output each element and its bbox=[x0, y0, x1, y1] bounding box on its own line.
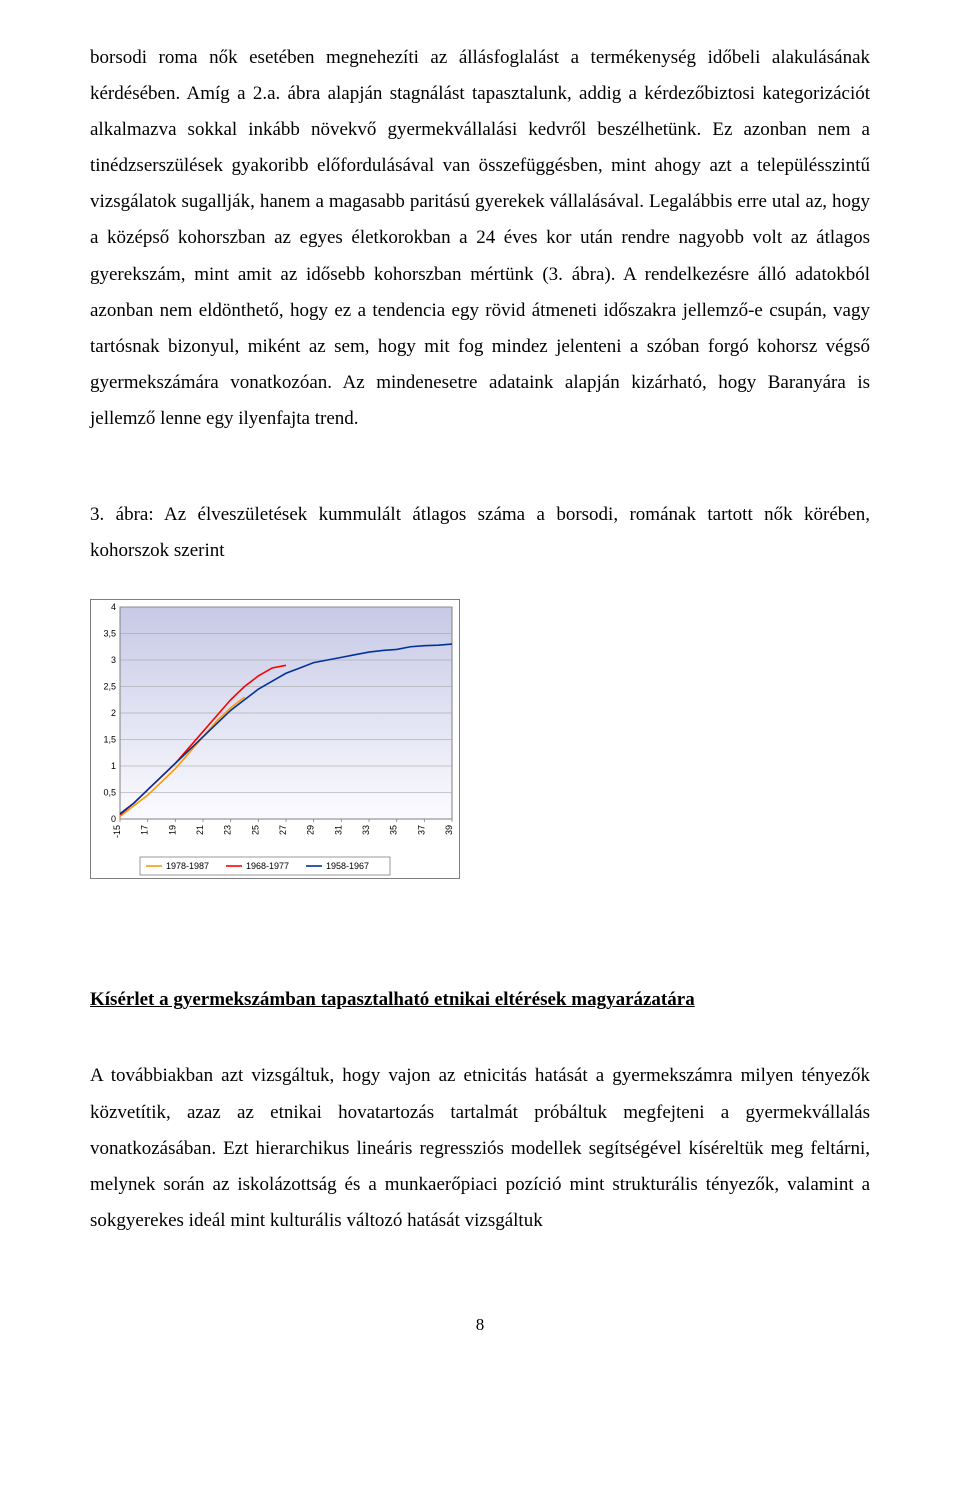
svg-text:35: 35 bbox=[389, 825, 399, 835]
svg-text:39: 39 bbox=[444, 825, 454, 835]
body-paragraph-1: borsodi roma nők esetében megnehezíti az… bbox=[90, 40, 870, 437]
svg-text:19: 19 bbox=[167, 825, 177, 835]
svg-text:33: 33 bbox=[361, 825, 371, 835]
svg-text:27: 27 bbox=[278, 825, 288, 835]
svg-text:1: 1 bbox=[111, 761, 116, 771]
svg-text:31: 31 bbox=[333, 825, 343, 835]
svg-text:2: 2 bbox=[111, 708, 116, 718]
svg-text:-15: -15 bbox=[112, 825, 122, 838]
svg-text:4: 4 bbox=[111, 602, 116, 612]
svg-text:1958-1967: 1958-1967 bbox=[326, 861, 369, 871]
svg-text:1,5: 1,5 bbox=[103, 735, 116, 745]
svg-text:3: 3 bbox=[111, 655, 116, 665]
cumulative-births-chart: 0 0,5 1 1,5 2 2,5 3 3,5 4 -15 17 19 21 23 25 27 29 31 33 35… bbox=[90, 599, 460, 879]
section-heading: Kísérlet a gyermekszámban tapasztalható … bbox=[90, 982, 870, 1018]
svg-text:25: 25 bbox=[250, 825, 260, 835]
svg-text:0,5: 0,5 bbox=[103, 788, 116, 798]
svg-text:21: 21 bbox=[195, 825, 205, 835]
svg-text:1978-1987: 1978-1987 bbox=[166, 861, 209, 871]
svg-text:37: 37 bbox=[416, 825, 426, 835]
svg-text:3,5: 3,5 bbox=[103, 629, 116, 639]
svg-text:1968-1977: 1968-1977 bbox=[246, 861, 289, 871]
svg-text:29: 29 bbox=[306, 825, 316, 835]
figure-caption: 3. ábra: Az élveszületések kummulált átl… bbox=[90, 497, 870, 569]
page-number: 8 bbox=[90, 1309, 870, 1341]
svg-text:17: 17 bbox=[140, 825, 150, 835]
body-paragraph-2: A továbbiakban azt vizsgáltuk, hogy vajo… bbox=[90, 1058, 870, 1238]
page-container: borsodi roma nők esetében megnehezíti az… bbox=[0, 0, 960, 1381]
svg-text:0: 0 bbox=[111, 814, 116, 824]
svg-text:2,5: 2,5 bbox=[103, 682, 116, 692]
svg-text:23: 23 bbox=[223, 825, 233, 835]
chart-container: 0 0,5 1 1,5 2 2,5 3 3,5 4 -15 17 19 21 23 25 27 29 31 33 35… bbox=[90, 599, 870, 892]
